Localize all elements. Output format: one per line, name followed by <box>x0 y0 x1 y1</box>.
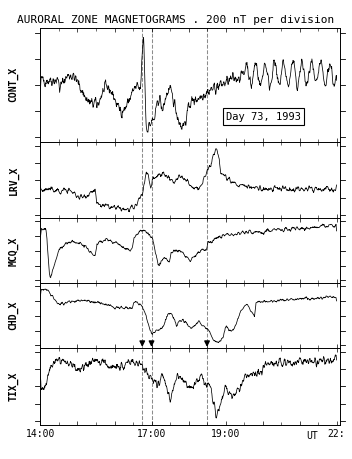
Text: TIX_X: TIX_X <box>8 372 19 401</box>
Text: AURORAL ZONE MAGNETOGRAMS . 200 nT per division: AURORAL ZONE MAGNETOGRAMS . 200 nT per d… <box>17 15 335 25</box>
Text: LRV_X: LRV_X <box>8 166 19 195</box>
Text: Day 73, 1993: Day 73, 1993 <box>226 112 301 122</box>
Text: MCQ_X: MCQ_X <box>8 236 19 266</box>
Text: CONT_X: CONT_X <box>8 67 19 102</box>
Text: CHD_X: CHD_X <box>8 301 19 330</box>
Text: UT: UT <box>306 431 318 441</box>
